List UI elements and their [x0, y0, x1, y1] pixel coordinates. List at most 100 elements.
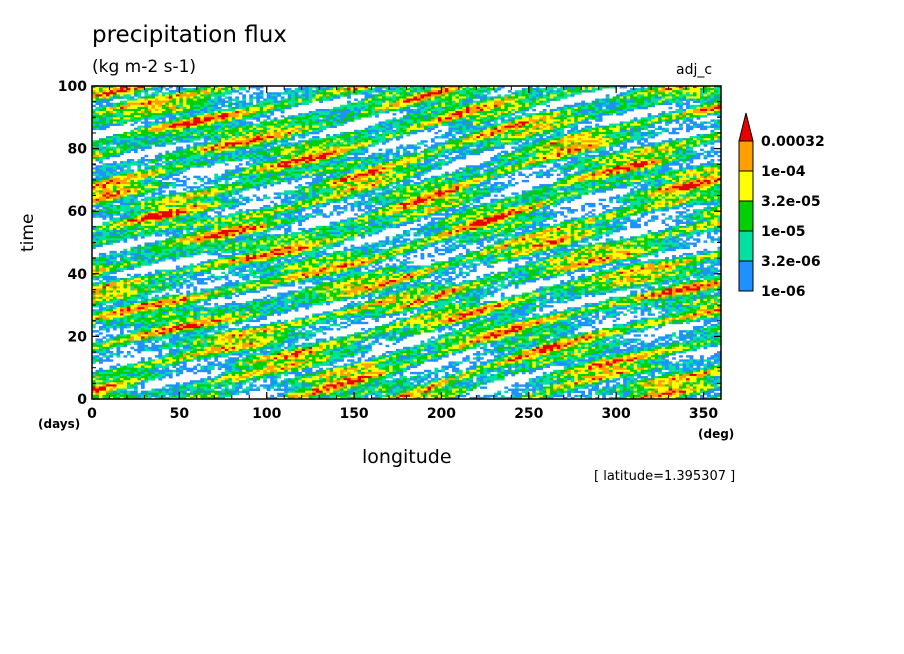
- field-cell: [393, 121, 397, 123]
- field-cell: [256, 128, 260, 130]
- field-cell: [137, 92, 141, 94]
- field-cell: [665, 92, 669, 94]
- field-cell: [557, 126, 561, 128]
- field-cell: [655, 134, 659, 136]
- field-cell: [623, 103, 627, 105]
- field-cell: [204, 115, 208, 117]
- field-cell: [490, 113, 494, 115]
- field-cell: [242, 96, 246, 98]
- field-cell: [462, 107, 466, 109]
- field-cell: [679, 124, 683, 126]
- field-cell: [162, 144, 166, 146]
- field-cell: [144, 88, 148, 90]
- field-cell: [630, 132, 634, 134]
- field-cell: [578, 142, 582, 144]
- field-cell: [648, 96, 652, 98]
- field-cell: [704, 144, 708, 146]
- field-cell: [333, 134, 337, 136]
- field-cell: [99, 147, 103, 149]
- field-cell: [372, 144, 376, 146]
- field-cell: [403, 132, 407, 134]
- field-cell: [155, 109, 159, 111]
- field-cell: [707, 136, 711, 138]
- field-cell: [358, 144, 362, 146]
- field-cell: [697, 101, 701, 103]
- field-cell: [277, 144, 281, 146]
- field-cell: [424, 155, 428, 157]
- field-cell: [644, 138, 648, 140]
- field-cell: [462, 134, 466, 136]
- field-cell: [291, 142, 295, 144]
- field-cell: [190, 90, 194, 92]
- field-cell: [613, 142, 617, 144]
- field-cell: [302, 115, 306, 117]
- field-cell: [651, 99, 655, 101]
- field-cell: [704, 109, 708, 111]
- field-cell: [529, 101, 533, 103]
- field-cell: [179, 121, 183, 123]
- field-cell: [487, 96, 491, 98]
- field-cell: [490, 126, 494, 128]
- field-cell: [277, 119, 281, 121]
- field-cell: [480, 136, 484, 138]
- field-cell: [179, 140, 183, 142]
- field-cell: [403, 149, 407, 151]
- field-cell: [382, 111, 386, 113]
- field-cell: [441, 94, 445, 96]
- field-cell: [298, 149, 302, 151]
- field-cell: [609, 99, 613, 101]
- field-cell: [319, 147, 323, 149]
- field-cell: [585, 121, 589, 123]
- field-cell: [253, 140, 257, 142]
- field-cell: [127, 132, 131, 134]
- field-cell: [379, 138, 383, 140]
- field-cell: [347, 142, 351, 144]
- field-cell: [543, 109, 547, 111]
- field-cell: [235, 138, 239, 140]
- field-cell: [560, 92, 564, 94]
- field-cell: [550, 92, 554, 94]
- field-cell: [648, 147, 652, 149]
- field-cell: [242, 107, 246, 109]
- field-cell: [382, 128, 386, 130]
- field-cell: [413, 109, 417, 111]
- field-cell: [637, 103, 641, 105]
- field-cell: [539, 92, 543, 94]
- field-cell: [221, 117, 225, 119]
- field-cell: [441, 107, 445, 109]
- field-cell: [333, 144, 337, 146]
- field-cell: [267, 109, 271, 111]
- field-cell: [623, 121, 627, 123]
- field-cell: [564, 151, 568, 153]
- field-cell: [134, 90, 138, 92]
- field-cell: [337, 119, 341, 121]
- field-cell: [686, 144, 690, 146]
- field-cell: [260, 128, 264, 130]
- field-cell: [641, 124, 645, 126]
- field-cell: [648, 99, 652, 101]
- field-cell: [623, 101, 627, 103]
- field-cell: [539, 90, 543, 92]
- field-cell: [277, 147, 281, 149]
- field-cell: [368, 94, 372, 96]
- field-cell: [214, 117, 218, 119]
- field-cell: [127, 92, 131, 94]
- field-cell: [462, 101, 466, 103]
- field-cell: [382, 109, 386, 111]
- field-cell: [644, 149, 648, 151]
- field-cell: [228, 144, 232, 146]
- field-cell: [130, 132, 134, 134]
- field-cell: [665, 113, 669, 115]
- field-cell: [483, 136, 487, 138]
- field-cell: [571, 119, 575, 121]
- field-cell: [504, 99, 508, 101]
- field-cell: [504, 132, 508, 134]
- field-cell: [116, 153, 120, 155]
- field-cell: [407, 96, 411, 98]
- field-cell: [564, 94, 568, 96]
- field-cell: [452, 109, 456, 111]
- field-cell: [151, 101, 155, 103]
- field-cell: [316, 96, 320, 98]
- field-cell: [372, 101, 376, 103]
- field-cell: [337, 142, 341, 144]
